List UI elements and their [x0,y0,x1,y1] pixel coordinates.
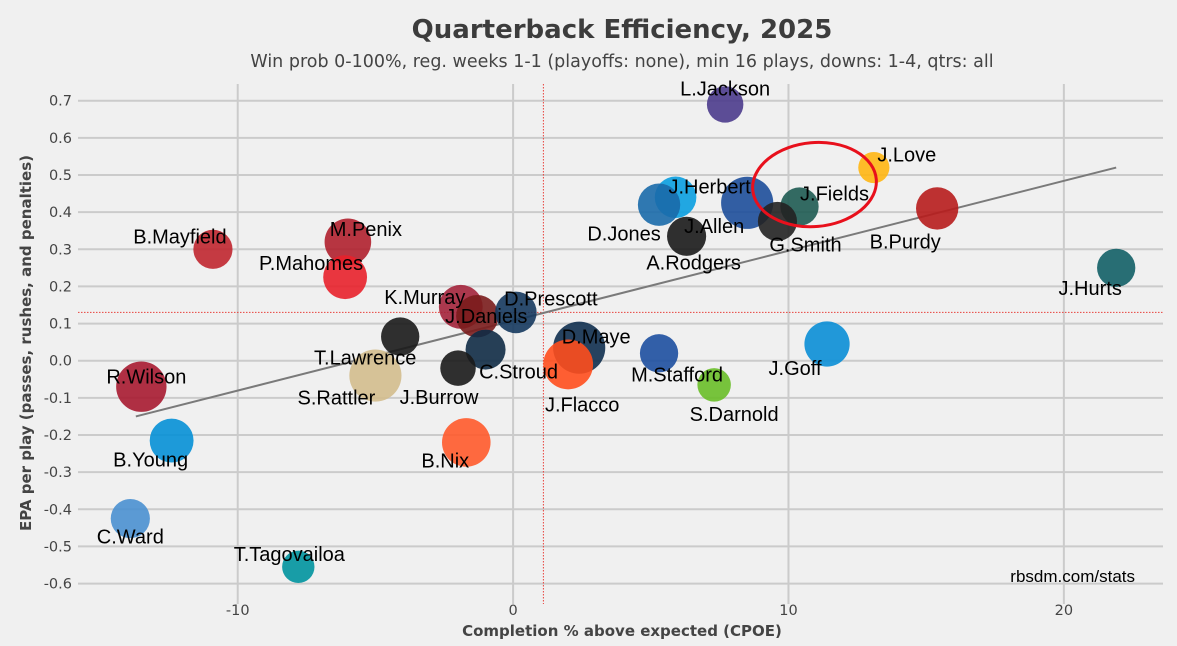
label-s-darnold: S.Darnold [690,404,779,426]
source-credit: rbsdm.com/stats [1010,567,1135,586]
label-j-flacco: J.Flacco [545,394,619,416]
y-tick-label: -0.3 [44,465,72,481]
point-j-daniels [456,294,499,338]
label-k-murray: K.Murray [384,287,465,309]
point-r-wilson [116,361,167,412]
y-tick-label: 0.5 [49,168,72,184]
label-b-nix: B.Nix [421,450,469,472]
data-points [110,86,1136,584]
x-axis-label: Completion % above expected (CPOE) [462,622,782,640]
y-tick-label: -0.2 [44,428,72,444]
point-b-nix [442,418,491,467]
label-j-love: J.Love [877,145,936,167]
point-a-rodgers [667,216,707,256]
label-j-daniels: J.Daniels [445,306,527,328]
label-d-maye: D.Maye [562,327,631,349]
point-t-lawrence [381,317,420,356]
point-b-purdy [916,187,959,230]
x-tick-label: 10 [779,603,797,619]
point-l-jackson [706,86,744,123]
axis-ticks: -10 0 10 20 -0.6 -0.5 -0.4 -0.3 -0.2 -0.1 0.0 0.1 0.… [44,94,1073,619]
y-tick-label: -0.5 [44,539,72,555]
point-c-ward [110,498,150,539]
x-tick-label: 0 [508,603,517,619]
label-b-purdy: B.Purdy [870,231,941,253]
point-d-prescott [495,291,537,334]
point-j-goff [804,321,850,367]
annotation-group [751,140,878,229]
point-s-rattler [349,349,402,402]
mean-reference-lines [78,84,1163,604]
label-t-tagovailoa: T.Tagovailoa [234,544,346,566]
y-tick-label: 0.1 [49,317,72,333]
label-r-wilson: R.Wilson [106,367,186,389]
label-c-ward: C.Ward [97,527,164,549]
label-s-rattler: S.Rattler [298,388,376,410]
point-m-penix [324,218,372,266]
label-j-herbert: J.Herbert [668,176,751,198]
x-tick-label: -10 [226,603,250,619]
label-b-mayfield: B.Mayfield [133,226,226,248]
point-m-stafford [639,334,679,373]
y-tick-label: 0.2 [49,279,72,295]
label-c-stroud: C.Stroud [479,362,558,384]
chart-title: Quarterback Efficiency, 2025 [412,15,833,45]
label-j-burrow: J.Burrow [400,387,479,409]
point-j-hurts [1097,248,1136,288]
y-tick-label: 0.4 [49,205,72,221]
grid [78,84,1163,604]
y-tick-label: -0.6 [44,577,72,593]
label-j-goff: J.Goff [769,358,822,380]
label-b-young: B.Young [113,450,188,472]
point-c-stroud [465,329,506,370]
point-b-young [149,418,194,463]
label-t-lawrence: T.Lawrence [314,348,416,370]
point-labels: L.Jackson J.Love J.Herbert D.Jones J.Allen J.… [97,78,1122,565]
y-tick-label: -0.4 [44,502,72,518]
point-j-flacco [543,339,594,390]
label-g-smith: G.Smith [769,234,841,256]
x-tick-label: 20 [1055,603,1073,619]
label-l-jackson: L.Jackson [680,78,770,100]
label-a-rodgers: A.Rodgers [646,252,741,274]
point-b-mayfield [193,229,233,269]
label-d-jones: D.Jones [587,224,660,246]
y-tick-label: -0.1 [44,391,72,407]
point-j-burrow [440,350,476,386]
label-j-hurts: J.Hurts [1059,278,1122,300]
y-tick-label: 0.0 [49,354,72,370]
chart-subtitle: Win prob 0-100%, reg. weeks 1-1 (playoff… [250,52,993,72]
label-p-mahomes: P.Mahomes [259,253,363,275]
point-s-darnold [697,368,731,402]
y-tick-label: 0.6 [49,131,72,147]
label-m-stafford: M.Stafford [631,364,723,386]
label-d-prescott: D.Prescott [504,288,598,310]
y-tick-label: 0.7 [49,94,72,110]
point-t-tagovailoa [282,550,315,584]
point-p-mahomes [323,255,368,300]
label-j-allen: J.Allen [684,216,744,238]
highlight-ellipse [751,140,878,229]
y-axis-label: EPA per play (passes, rushes, and penalt… [17,155,35,531]
label-m-penix: M.Penix [330,219,402,241]
label-j-fields: J.Fields [800,184,869,206]
y-tick-label: 0.3 [49,242,72,258]
point-d-jones [637,183,681,226]
